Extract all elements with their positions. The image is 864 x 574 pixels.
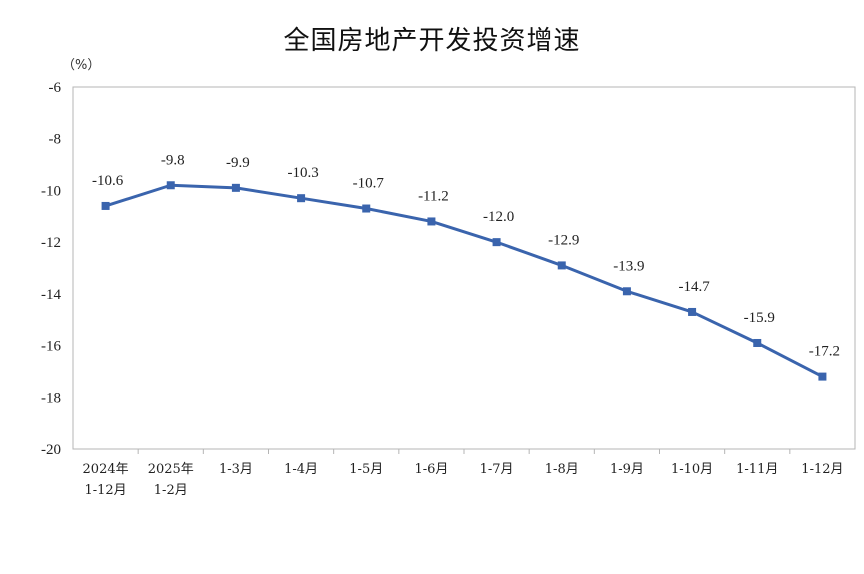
data-label: -10.3: [287, 165, 318, 181]
chart-title: 全国房地产开发投资增速: [283, 26, 581, 56]
data-point: [101, 201, 110, 210]
data-point: [492, 238, 501, 247]
data-point: [557, 261, 566, 270]
data-label: -10.6: [92, 173, 124, 189]
data-label: -9.8: [161, 152, 185, 168]
y-tick-label: -20: [41, 442, 61, 458]
data-label: -12.0: [483, 209, 514, 225]
plot-frame: [72, 86, 856, 450]
x-tick-label: 1-7月: [480, 462, 514, 477]
y-tick-label: -12: [41, 235, 61, 251]
data-point: [166, 181, 175, 190]
y-axis-labels: （%）-6 -8 -10 -12 -14 -16 -18 -20: [41, 58, 100, 458]
series: [101, 181, 827, 381]
data-label: -13.9: [613, 258, 644, 274]
y-tick-label: -6: [49, 80, 62, 96]
x-tick-label: 2024年 1-12月: [83, 462, 129, 498]
axes: [72, 86, 856, 454]
data-label: -15.9: [744, 310, 775, 326]
data-point: [231, 183, 240, 192]
x-tick-label: 1-3月: [219, 462, 253, 477]
data-point: [688, 307, 697, 316]
data-point: [753, 338, 762, 347]
x-tick-label: 1-12月: [801, 462, 843, 477]
data-label: -9.9: [226, 155, 250, 171]
data-label: -10.7: [353, 176, 385, 192]
data-point: [362, 204, 371, 213]
x-tick-label: 1-8月: [545, 462, 579, 477]
x-tick-label: 1-10月: [671, 462, 713, 477]
data-label: -12.9: [548, 232, 579, 248]
x-tick-label: 1-11月: [736, 462, 778, 477]
y-unit-label: （%）: [62, 58, 100, 73]
data-label: -17.2: [809, 344, 840, 360]
data-labels: -10.6 -9.8 -9.9 -10.3 -10.7 -11.2 -12.0 -12.9 -1…: [92, 152, 840, 359]
y-tick-label: -10: [41, 183, 61, 199]
x-tick-label: 1-9月: [610, 462, 644, 477]
data-label: -14.7: [678, 279, 710, 295]
data-point: [622, 287, 631, 296]
data-point: [297, 194, 306, 203]
y-tick-label: -16: [41, 339, 61, 355]
x-axis-labels: 2024年 1-12月 2025年 1-2月 1-3月 1-4月 1-5月 1-6月 1-7月 1…: [83, 462, 844, 498]
x-tick-label: 2025年 1-2月: [148, 462, 194, 498]
y-tick-label: -18: [41, 390, 61, 406]
x-tick-label: 1-4月: [284, 462, 318, 477]
series-line: [105, 183, 824, 378]
data-point: [427, 217, 436, 226]
data-point: [818, 372, 827, 381]
data-label: -11.2: [418, 188, 449, 204]
y-tick-label: -8: [49, 132, 62, 148]
x-tick-label: 1-6月: [414, 462, 448, 477]
y-tick-label: -14: [41, 287, 61, 303]
x-tick-label: 1-5月: [349, 462, 383, 477]
